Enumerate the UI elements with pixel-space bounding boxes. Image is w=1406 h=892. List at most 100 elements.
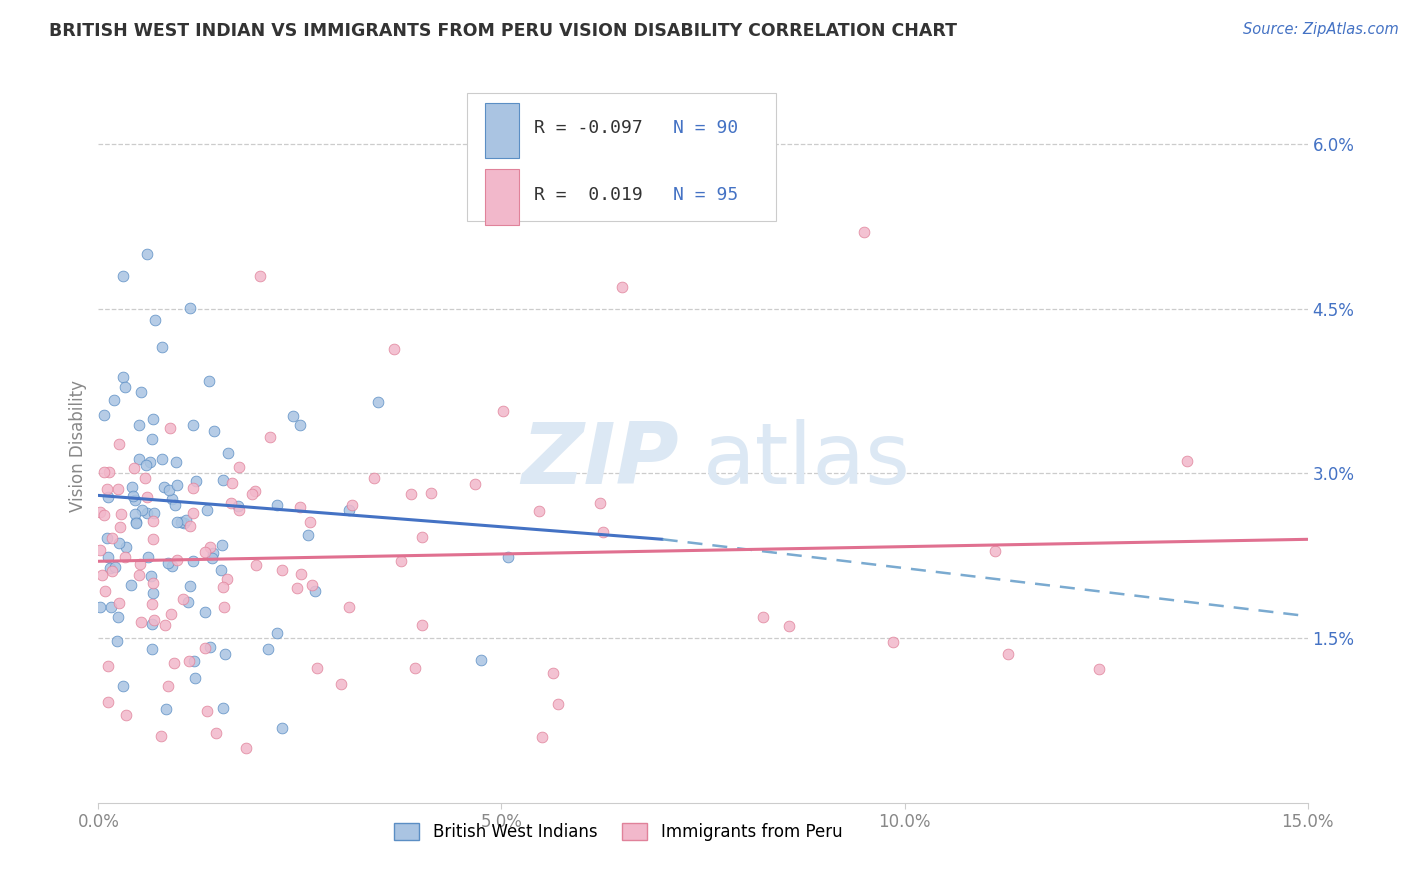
Point (124, 493, 146, 508)
Point (105, 634, 128, 648)
Point (547, 697, 569, 711)
Point (129, 385, 152, 400)
Point (142, 575, 165, 590)
Point (194, 640, 217, 655)
Point (174, 513, 197, 527)
Point (90, 568, 112, 582)
Point (128, 451, 150, 466)
Point (201, 550, 224, 565)
Point (183, 654, 205, 668)
Point (200, 540, 222, 554)
Point (181, 554, 204, 568)
Point (194, 605, 217, 619)
Point (301, 578, 323, 592)
Point (142, 515, 165, 529)
Point (288, 418, 311, 433)
Point (853, 225, 876, 239)
Point (135, 506, 157, 520)
Point (270, 722, 292, 736)
Point (143, 506, 166, 520)
Point (155, 702, 177, 716)
Point (150, 340, 173, 354)
Point (157, 483, 180, 498)
Point (150, 452, 173, 467)
Point (492, 403, 515, 417)
Point (198, 375, 221, 389)
Point (997, 647, 1019, 661)
Point (299, 515, 322, 529)
Point (136, 549, 159, 564)
Point (214, 648, 236, 662)
Point (111, 268, 134, 283)
Point (419, 486, 441, 500)
Point (107, 482, 129, 496)
Point (217, 572, 239, 586)
Point (285, 581, 308, 595)
Point (172, 591, 194, 606)
Point (142, 586, 165, 600)
Point (166, 515, 188, 529)
Point (305, 661, 328, 675)
Point (530, 730, 553, 744)
Point (159, 421, 181, 435)
Point (100, 600, 122, 615)
Point (340, 498, 363, 512)
Point (128, 568, 150, 582)
Point (112, 679, 135, 693)
Point (143, 312, 166, 326)
Point (363, 471, 385, 485)
Point (882, 634, 904, 648)
Point (157, 679, 180, 693)
Text: N = 90: N = 90 (673, 119, 738, 137)
Point (96, 482, 118, 496)
Point (163, 656, 186, 670)
Point (115, 540, 138, 554)
Point (382, 343, 405, 357)
Point (177, 654, 200, 668)
Point (110, 508, 132, 522)
Point (160, 607, 183, 621)
Point (108, 596, 131, 610)
Point (179, 579, 201, 593)
Text: atlas: atlas (703, 418, 911, 502)
Point (94, 584, 117, 599)
Point (304, 583, 326, 598)
Point (122, 489, 145, 503)
Point (541, 665, 564, 680)
Point (329, 677, 352, 691)
Point (108, 535, 131, 549)
Point (198, 640, 221, 654)
Point (97, 465, 120, 479)
Point (101, 564, 124, 578)
Point (219, 496, 242, 510)
Point (156, 556, 179, 570)
Point (169, 515, 191, 529)
Point (228, 459, 250, 474)
Text: R = -0.097: R = -0.097 (534, 119, 643, 137)
Point (134, 470, 156, 484)
Point (470, 653, 492, 667)
Point (141, 616, 163, 631)
Point (135, 247, 157, 261)
Point (165, 455, 187, 469)
Text: R =  0.019: R = 0.019 (534, 186, 643, 203)
Point (89, 542, 111, 557)
Point (202, 424, 225, 438)
Bar (485, 169, 519, 225)
Point (399, 487, 422, 501)
Point (93, 408, 115, 422)
Point (163, 498, 186, 512)
Point (211, 700, 233, 714)
Point (337, 503, 360, 517)
Point (129, 557, 152, 571)
Point (89, 505, 111, 519)
Point (194, 545, 217, 559)
Point (107, 609, 129, 624)
Point (245, 558, 267, 572)
Point (173, 516, 195, 531)
Point (217, 446, 239, 460)
Text: N = 95: N = 95 (673, 186, 738, 203)
Point (89, 600, 111, 615)
Point (143, 613, 166, 627)
Point (121, 480, 143, 494)
